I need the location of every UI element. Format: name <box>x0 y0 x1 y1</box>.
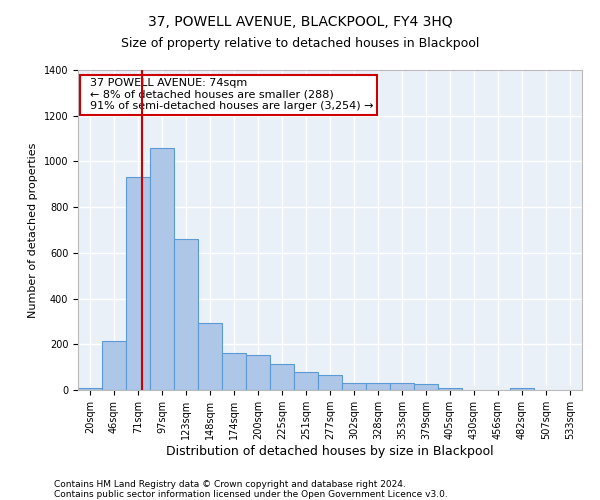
Bar <box>198 322 222 390</box>
Y-axis label: Number of detached properties: Number of detached properties <box>28 142 38 318</box>
Bar <box>510 388 534 390</box>
X-axis label: Distribution of detached houses by size in Blackpool: Distribution of detached houses by size … <box>166 445 494 458</box>
Text: Contains HM Land Registry data © Crown copyright and database right 2024.
Contai: Contains HM Land Registry data © Crown c… <box>54 480 448 499</box>
Text: 37 POWELL AVENUE: 74sqm
  ← 8% of detached houses are smaller (288)
  91% of sem: 37 POWELL AVENUE: 74sqm ← 8% of detached… <box>83 78 374 111</box>
Bar <box>414 384 438 390</box>
Bar <box>390 383 414 390</box>
Bar <box>318 375 342 390</box>
Bar <box>102 341 126 390</box>
Bar <box>438 388 462 390</box>
Bar <box>222 354 246 390</box>
Bar <box>366 383 390 390</box>
Bar <box>342 383 366 390</box>
Bar <box>126 178 150 390</box>
Text: Size of property relative to detached houses in Blackpool: Size of property relative to detached ho… <box>121 38 479 51</box>
Text: 37, POWELL AVENUE, BLACKPOOL, FY4 3HQ: 37, POWELL AVENUE, BLACKPOOL, FY4 3HQ <box>148 15 452 29</box>
Bar <box>246 354 270 390</box>
Bar <box>150 148 174 390</box>
Bar <box>174 239 198 390</box>
Bar <box>294 372 318 390</box>
Bar <box>270 364 294 390</box>
Bar <box>78 388 102 390</box>
